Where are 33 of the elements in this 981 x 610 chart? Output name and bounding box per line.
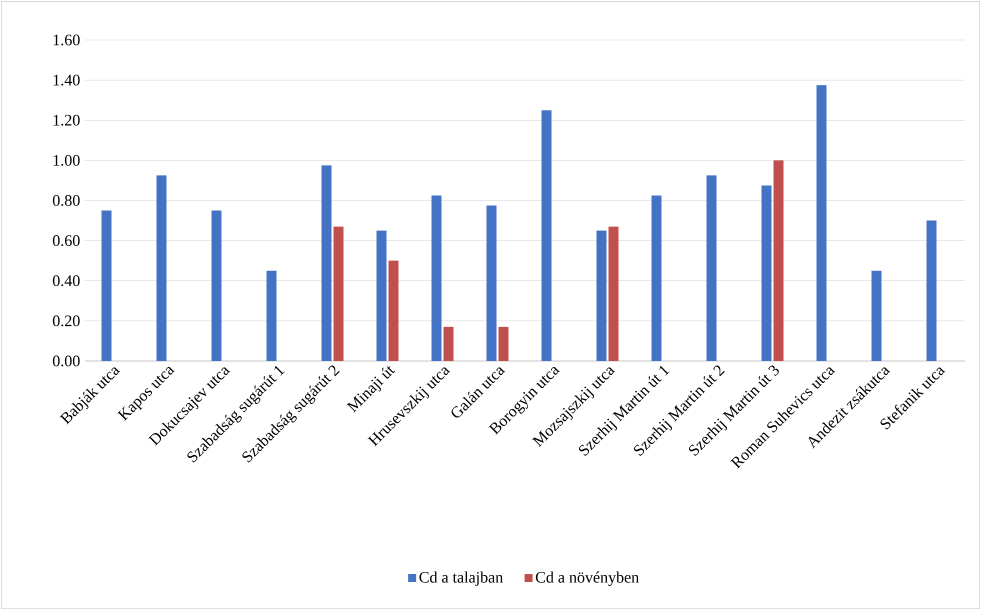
bar (432, 195, 442, 361)
y-tick-label: 0.40 (52, 275, 80, 286)
bar (102, 210, 112, 361)
bar (212, 210, 222, 361)
y-tick-label: 1.20 (54, 114, 80, 126)
legend-label: Cd a növényben (536, 571, 639, 586)
bar (156, 175, 167, 361)
bar (706, 175, 717, 361)
y-tick-label: 1.60 (54, 34, 80, 46)
y-tick-label: 0.20 (52, 315, 80, 326)
y-tick-label: 0.80 (52, 195, 80, 206)
bar (376, 230, 387, 361)
bar (322, 165, 332, 361)
y-tick-label: 0.00 (52, 356, 80, 366)
bar (596, 230, 607, 361)
bar (608, 226, 619, 361)
y-tick-label: 1.40 (54, 74, 80, 86)
bar (498, 326, 509, 361)
bar (816, 85, 827, 361)
bar (388, 260, 399, 361)
bar (266, 270, 276, 361)
y-tick-label: 0.60 (52, 235, 80, 246)
bar (652, 195, 662, 361)
y-tick-label: 1.00 (54, 154, 80, 166)
bar (872, 270, 882, 361)
bar (774, 160, 784, 361)
bar (486, 206, 497, 361)
bar (444, 326, 454, 361)
legend-label: Cd a talajban (419, 571, 503, 586)
bar (762, 185, 772, 361)
bar (334, 226, 344, 361)
bar (542, 110, 552, 361)
bar (926, 220, 937, 361)
